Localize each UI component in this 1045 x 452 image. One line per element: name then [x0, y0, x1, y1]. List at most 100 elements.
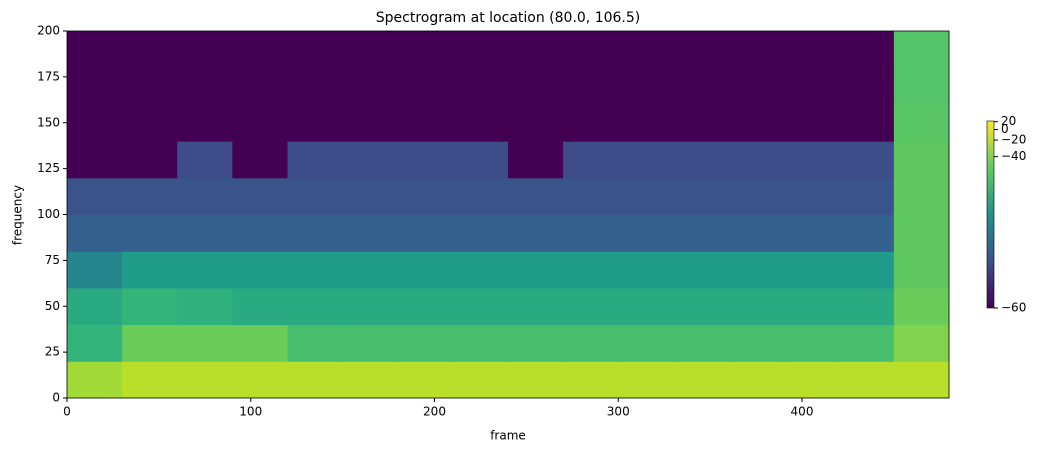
heatmap-cell — [563, 251, 619, 289]
heatmap-cell — [232, 214, 288, 252]
y-axis-label: frequency — [11, 185, 25, 245]
heatmap-cell — [287, 251, 344, 289]
heatmap-cell — [177, 287, 233, 326]
heatmap-cell — [342, 67, 399, 105]
heatmap-cell — [177, 67, 233, 105]
heatmap-cell — [563, 67, 619, 105]
heatmap-cell — [508, 177, 564, 215]
heatmap-cell — [122, 251, 178, 289]
heatmap-cell — [893, 67, 950, 105]
heatmap-cell — [452, 324, 509, 362]
heatmap-cell — [342, 287, 399, 326]
heatmap-cell — [893, 324, 950, 362]
heatmap-cell — [618, 324, 674, 362]
heatmap-cell — [342, 251, 399, 289]
colorbar-tick-label: 0 — [1001, 122, 1009, 136]
heatmap-cell — [783, 177, 840, 215]
heatmap-cell — [508, 251, 564, 289]
heatmap-cell — [893, 104, 950, 142]
heatmap-cell — [122, 104, 178, 142]
heatmap-cell — [618, 141, 674, 179]
heatmap — [67, 31, 950, 399]
heatmap-cell — [232, 177, 288, 215]
heatmap-cell — [783, 104, 840, 142]
heatmap-cell — [728, 251, 785, 289]
heatmap-cell — [397, 67, 454, 105]
heatmap-cell — [67, 251, 123, 289]
heatmap-cell — [287, 214, 344, 252]
heatmap-cell — [563, 214, 619, 252]
heatmap-cell — [838, 361, 895, 399]
heatmap-cell — [728, 141, 785, 179]
heatmap-cell — [122, 67, 178, 105]
heatmap-cell — [397, 324, 454, 362]
heatmap-cell — [838, 251, 895, 289]
heatmap-cell — [397, 251, 454, 289]
heatmap-cell — [232, 361, 288, 399]
heatmap-cell — [838, 31, 895, 69]
colorbar-tick-label: 20 — [1001, 114, 1016, 128]
heatmap-cell — [893, 177, 950, 215]
colorbar — [986, 120, 995, 309]
heatmap-cell — [673, 214, 729, 252]
x-tick-label: 100 — [239, 405, 262, 419]
heatmap-cell — [452, 141, 509, 179]
heatmap-cell — [728, 104, 785, 142]
heatmap-cell — [838, 214, 895, 252]
heatmap-cell — [342, 214, 399, 252]
heatmap-cell — [67, 31, 123, 69]
heatmap-cell — [893, 31, 950, 69]
x-tick-label: 300 — [607, 405, 630, 419]
heatmap-cell — [838, 287, 895, 326]
heatmap-cell — [618, 251, 674, 289]
heatmap-cell — [287, 177, 344, 215]
heatmap-cell — [783, 324, 840, 362]
heatmap-cell — [508, 141, 564, 179]
heatmap-cell — [287, 324, 344, 362]
heatmap-cell — [287, 31, 344, 69]
heatmap-cell — [122, 324, 178, 362]
heatmap-cell — [452, 361, 509, 399]
heatmap-cell — [342, 141, 399, 179]
heatmap-cell — [673, 251, 729, 289]
heatmap-cell — [838, 104, 895, 142]
heatmap-cell — [673, 104, 729, 142]
heatmap-cell — [728, 31, 785, 69]
heatmap-cell — [563, 287, 619, 326]
heatmap-cell — [342, 104, 399, 142]
heatmap-cell — [342, 361, 399, 399]
heatmap-cell — [618, 361, 674, 399]
heatmap-cell — [287, 361, 344, 399]
heatmap-cell — [563, 104, 619, 142]
heatmap-cell — [67, 361, 123, 399]
heatmap-cell — [232, 287, 288, 326]
heatmap-cell — [287, 67, 344, 105]
y-tick-label: 150 — [37, 115, 60, 129]
y-tick-label: 175 — [37, 69, 60, 83]
heatmap-cell — [232, 141, 288, 179]
heatmap-cell — [177, 251, 233, 289]
heatmap-cell — [177, 361, 233, 399]
heatmap-cell — [893, 251, 950, 289]
heatmap-cell — [452, 287, 509, 326]
heatmap-cell — [618, 31, 674, 69]
heatmap-cell — [232, 324, 288, 362]
heatmap-cell — [508, 104, 564, 142]
heatmap-cell — [728, 361, 785, 399]
heatmap-cell — [452, 31, 509, 69]
heatmap-cell — [838, 177, 895, 215]
colorbar-tick-label: −60 — [1001, 301, 1026, 315]
heatmap-cell — [783, 31, 840, 69]
heatmap-cell — [728, 67, 785, 105]
x-tick-label: 200 — [423, 405, 446, 419]
heatmap-cell — [177, 214, 233, 252]
heatmap-cell — [232, 251, 288, 289]
heatmap-cell — [508, 361, 564, 399]
heatmap-cell — [618, 67, 674, 105]
heatmap-cell — [232, 104, 288, 142]
heatmap-cell — [342, 177, 399, 215]
heatmap-cell — [122, 287, 178, 326]
heatmap-cell — [618, 287, 674, 326]
heatmap-cell — [452, 177, 509, 215]
